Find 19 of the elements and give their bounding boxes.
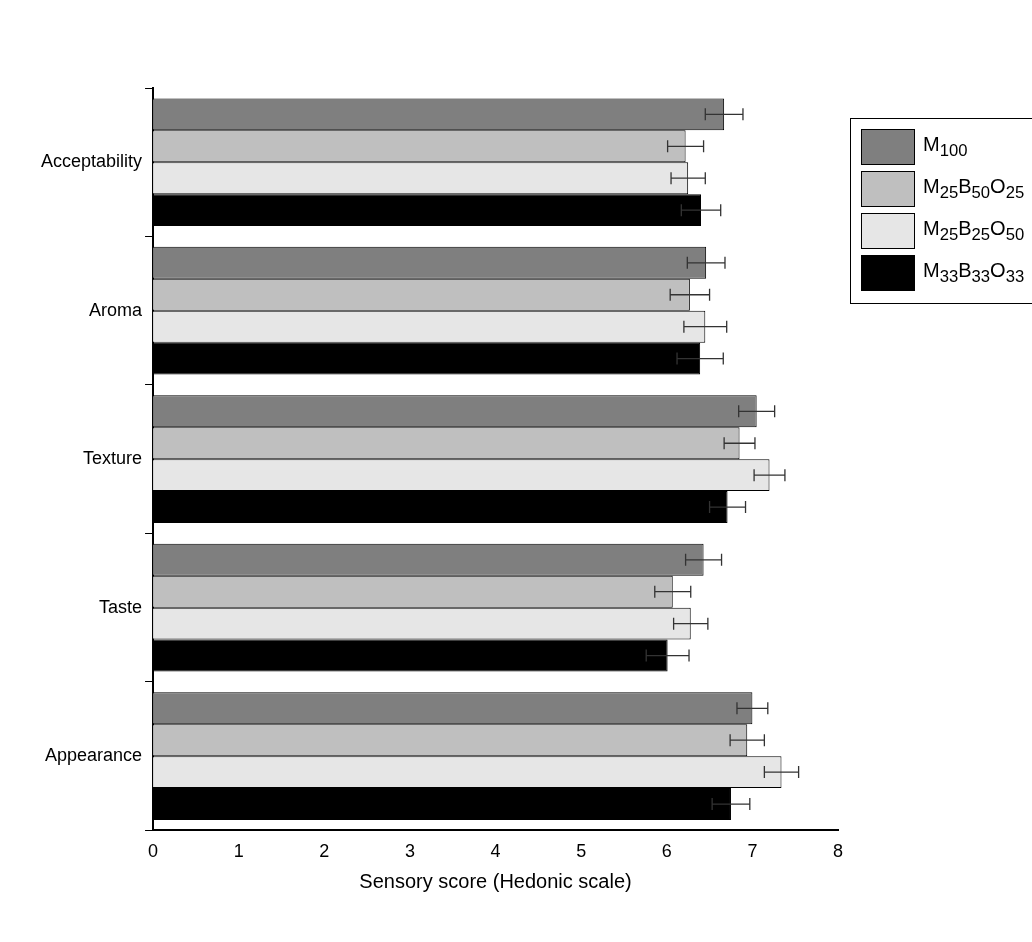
x-tick-label: 0: [148, 841, 159, 862]
legend-label: M$_{33}$B$_{33}$O$_{33}$: [923, 259, 1025, 287]
y-tick-label: Acceptability: [40, 151, 143, 172]
legend-label: M$_{100}$: [923, 133, 968, 161]
x-tick-label: 3: [404, 841, 415, 862]
x-tick-label: 1: [233, 841, 244, 862]
y-tick-label: Texture: [83, 448, 143, 469]
y-tick-label: Aroma: [89, 299, 144, 320]
legend-label: M$_{25}$B$_{25}$O$_{50}$: [923, 217, 1025, 245]
x-tick-label: 6: [661, 841, 672, 862]
x-tick-label: 2: [319, 841, 330, 862]
x-tick-label: 4: [490, 841, 501, 862]
x-tick-label: 7: [747, 841, 758, 862]
y-tick-label: Taste: [99, 596, 143, 617]
y-tick-label: Appearance: [44, 745, 143, 766]
x-tick-label: 8: [832, 841, 844, 862]
x-axis-title: Sensory score (Hedonic scale): [359, 869, 632, 892]
legend-label: M$_{25}$B$_{50}$O$_{25}$: [923, 175, 1025, 203]
x-tick-label: 5: [576, 841, 587, 862]
